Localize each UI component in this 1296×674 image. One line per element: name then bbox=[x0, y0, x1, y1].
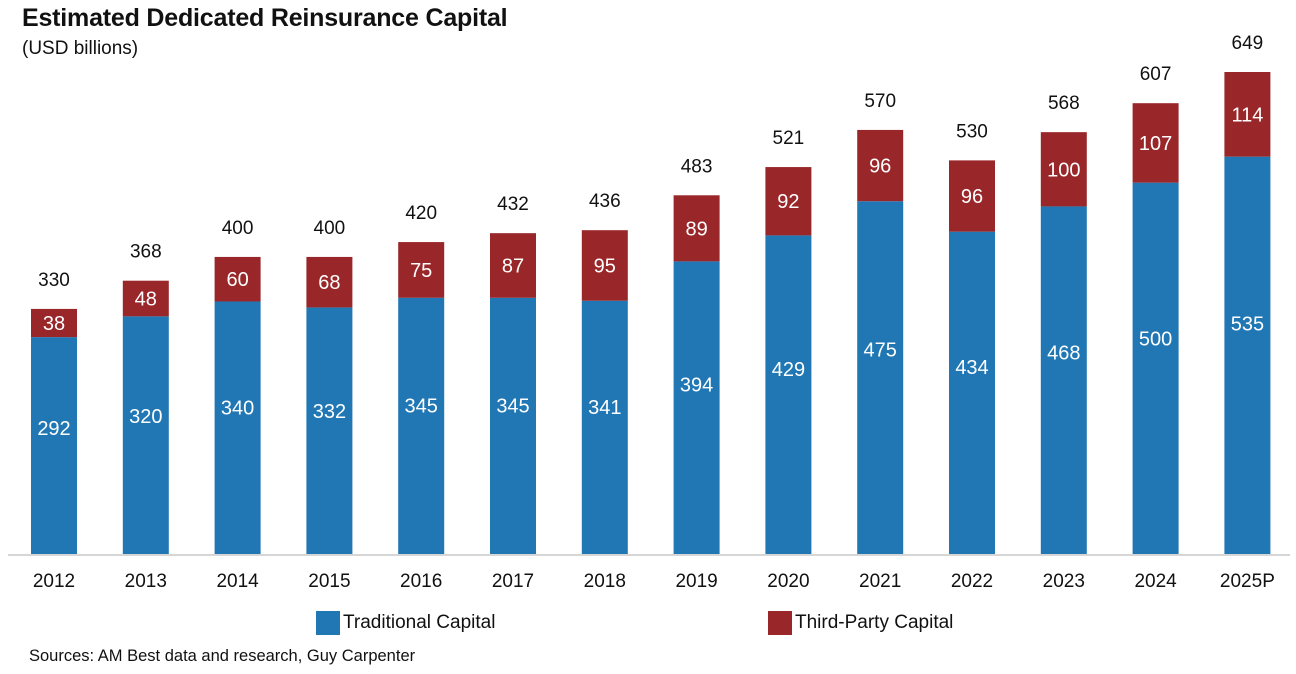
x-tick-label: 2015 bbox=[308, 571, 350, 592]
data-label-traditional: 500 bbox=[1139, 329, 1172, 351]
data-label-third-party: 100 bbox=[1047, 159, 1080, 181]
bar-traditional-2015 bbox=[306, 307, 353, 554]
data-label-traditional: 332 bbox=[313, 401, 346, 423]
bar-traditional-2013 bbox=[122, 316, 169, 554]
data-label-third-party: 95 bbox=[594, 255, 616, 277]
bar-traditional-2017 bbox=[490, 297, 536, 554]
data-label-traditional: 394 bbox=[680, 374, 713, 396]
bar-traditional-2021 bbox=[857, 201, 904, 554]
data-label-total: 400 bbox=[222, 218, 254, 239]
bar-traditional-2020 bbox=[765, 235, 812, 554]
bar-third-party-2018 bbox=[581, 230, 628, 301]
bar-traditional-2018 bbox=[581, 300, 628, 554]
bar-traditional-2024 bbox=[1132, 182, 1179, 554]
bar-third-party-2012 bbox=[31, 308, 77, 338]
bar-traditional-2019 bbox=[673, 261, 720, 554]
bar-traditional-2023 bbox=[1040, 206, 1087, 554]
data-label-traditional: 292 bbox=[37, 418, 70, 440]
data-label-third-party: 48 bbox=[135, 289, 157, 311]
data-label-traditional: 341 bbox=[588, 397, 621, 419]
x-tick-label: 2021 bbox=[859, 571, 901, 592]
bar-third-party-2022 bbox=[949, 160, 995, 232]
data-label-third-party: 75 bbox=[410, 260, 432, 282]
data-label-third-party: 68 bbox=[318, 272, 340, 294]
legend-swatch-third-party bbox=[768, 611, 792, 635]
data-label-third-party: 92 bbox=[777, 191, 799, 213]
bar-third-party-2017 bbox=[490, 233, 536, 298]
data-label-total: 568 bbox=[1048, 93, 1080, 114]
bar-third-party-2020 bbox=[765, 167, 812, 236]
bar-third-party-2023 bbox=[1040, 132, 1087, 207]
data-label-traditional: 345 bbox=[496, 395, 529, 417]
data-label-third-party: 107 bbox=[1139, 133, 1172, 155]
data-label-total: 521 bbox=[773, 128, 805, 149]
data-label-third-party: 87 bbox=[502, 255, 524, 277]
data-label-third-party: 60 bbox=[226, 269, 248, 291]
data-label-traditional: 535 bbox=[1231, 314, 1264, 336]
data-label-traditional: 429 bbox=[772, 359, 805, 381]
bar-third-party-2019 bbox=[673, 195, 720, 262]
x-tick-label: 2016 bbox=[400, 571, 442, 592]
data-label-total: 436 bbox=[589, 191, 621, 212]
source-note: Sources: AM Best data and research, Guy … bbox=[29, 647, 416, 665]
chart-subtitle: (USD billions) bbox=[22, 38, 139, 59]
data-label-total: 570 bbox=[864, 91, 896, 112]
bar-traditional-2022 bbox=[949, 231, 995, 554]
data-label-traditional: 345 bbox=[405, 395, 438, 417]
data-label-total: 483 bbox=[681, 156, 713, 177]
x-tick-label: 2024 bbox=[1134, 571, 1177, 592]
x-tick-label: 2014 bbox=[216, 571, 259, 592]
chart-title: Estimated Dedicated Reinsurance Capital bbox=[22, 4, 508, 32]
stacked-bar-chart: 2923833020123204836820133406040020143326… bbox=[8, 33, 1290, 592]
bar-third-party-2016 bbox=[398, 242, 445, 298]
data-label-traditional: 320 bbox=[129, 406, 162, 428]
x-tick-label: 2020 bbox=[767, 571, 809, 592]
data-label-total: 330 bbox=[38, 270, 70, 291]
data-label-third-party: 38 bbox=[43, 313, 65, 335]
bar-traditional-2016 bbox=[398, 297, 445, 554]
bar-traditional-2025P bbox=[1224, 156, 1271, 554]
x-tick-label: 2012 bbox=[33, 571, 75, 592]
bar-third-party-2024 bbox=[1132, 103, 1179, 183]
data-label-total: 400 bbox=[314, 218, 346, 239]
data-label-third-party: 114 bbox=[1231, 104, 1263, 126]
x-tick-label: 2025P bbox=[1220, 571, 1275, 592]
legend-item-traditional: Traditional Capital bbox=[316, 611, 495, 635]
data-label-third-party: 96 bbox=[961, 186, 983, 208]
bar-third-party-2021 bbox=[857, 129, 904, 202]
bar-third-party-2014 bbox=[214, 256, 261, 302]
legend-swatch-traditional bbox=[316, 611, 340, 635]
bar-third-party-2013 bbox=[122, 280, 169, 317]
bar-traditional-2012 bbox=[31, 337, 77, 554]
data-label-traditional: 434 bbox=[955, 357, 988, 379]
x-tick-label: 2018 bbox=[584, 571, 626, 592]
x-tick-label: 2019 bbox=[675, 571, 717, 592]
data-label-total: 432 bbox=[497, 194, 529, 215]
bar-third-party-2025P bbox=[1224, 72, 1271, 157]
data-label-total: 368 bbox=[130, 242, 162, 263]
data-label-total: 607 bbox=[1140, 64, 1172, 85]
data-label-total: 530 bbox=[956, 121, 988, 142]
data-label-traditional: 468 bbox=[1047, 342, 1080, 364]
x-tick-label: 2017 bbox=[492, 571, 534, 592]
x-tick-label: 2022 bbox=[951, 571, 993, 592]
data-label-total: 649 bbox=[1232, 33, 1264, 54]
data-label-third-party: 89 bbox=[685, 218, 707, 240]
data-label-total: 420 bbox=[405, 203, 437, 224]
x-tick-label: 2013 bbox=[125, 571, 167, 592]
legend-label-third-party: Third-Party Capital bbox=[795, 612, 954, 633]
bar-traditional-2014 bbox=[214, 301, 261, 554]
bar-third-party-2015 bbox=[306, 256, 353, 308]
x-tick-label: 2023 bbox=[1043, 571, 1085, 592]
legend-item-third-party: Third-Party Capital bbox=[768, 611, 953, 635]
data-label-traditional: 340 bbox=[221, 398, 254, 420]
legend-label-traditional: Traditional Capital bbox=[343, 612, 496, 633]
data-label-third-party: 96 bbox=[869, 156, 891, 178]
data-label-traditional: 475 bbox=[864, 339, 897, 361]
